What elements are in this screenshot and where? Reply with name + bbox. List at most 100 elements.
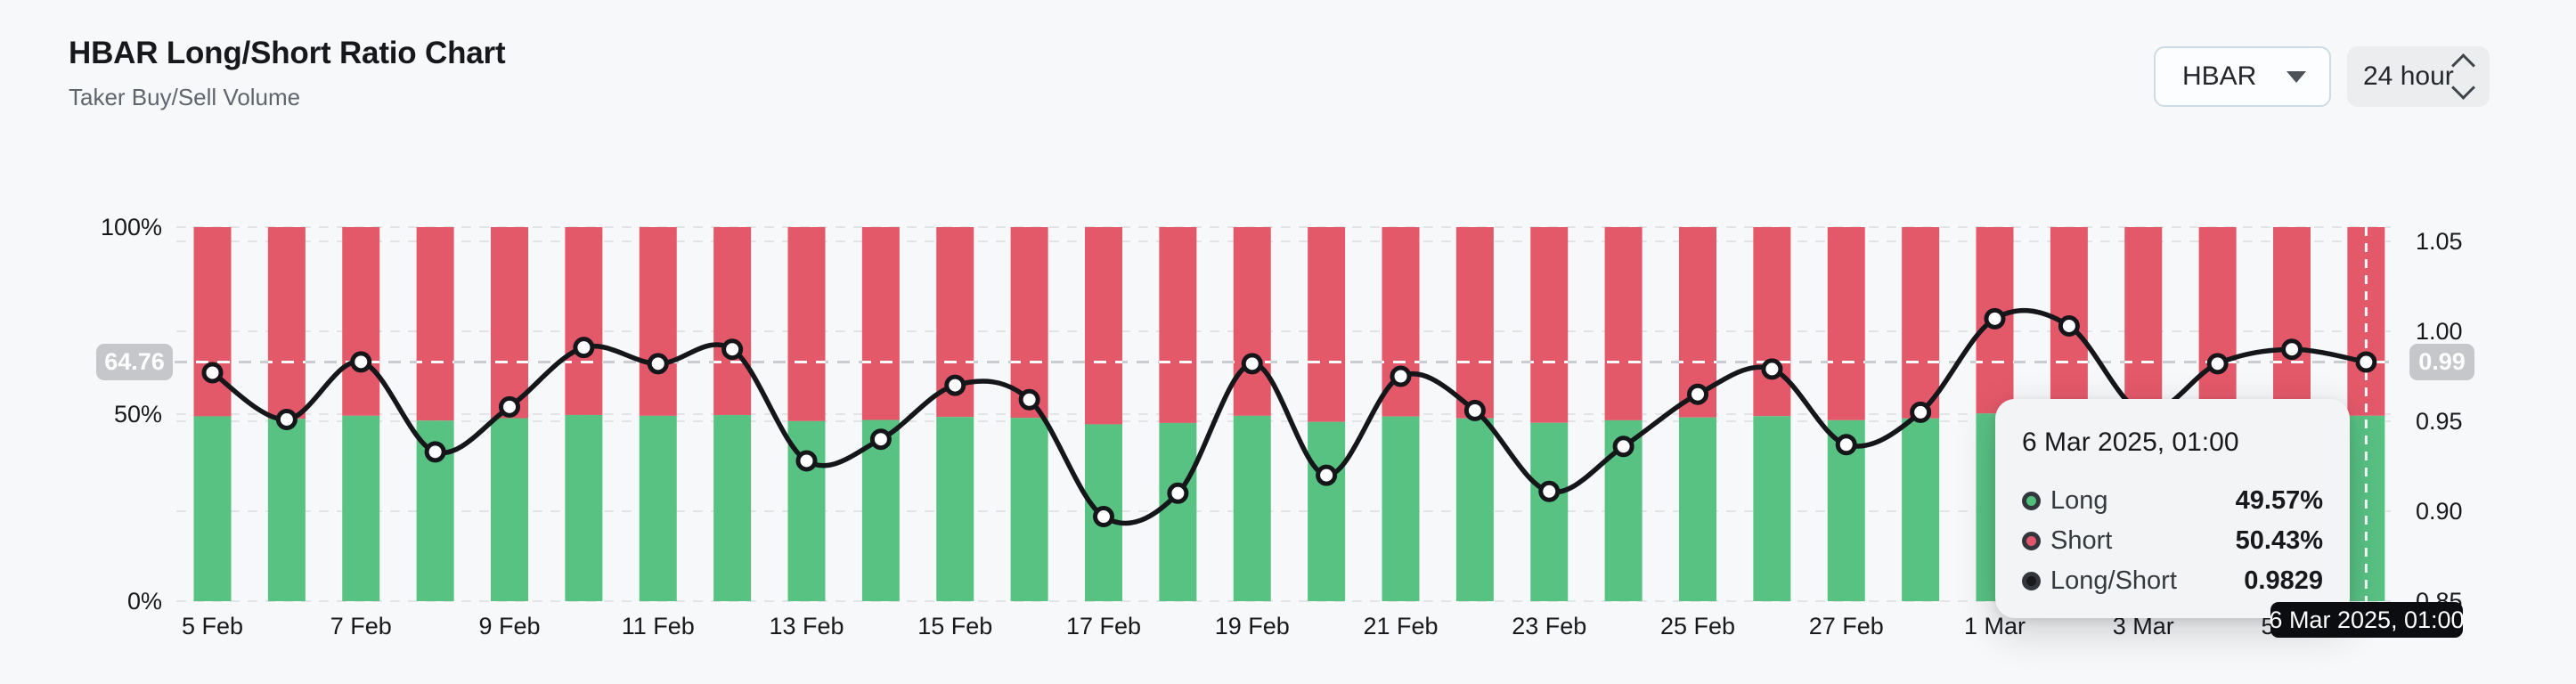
bar-short[interactable] [2273, 227, 2311, 416]
line-marker[interactable] [944, 374, 966, 396]
bar-short[interactable] [639, 227, 677, 416]
bar-long[interactable] [267, 419, 306, 601]
bar-long[interactable] [1455, 418, 1494, 601]
bar-long[interactable] [1530, 422, 1569, 601]
bar-short[interactable] [2347, 227, 2385, 416]
line-marker[interactable] [1835, 434, 1857, 456]
left-axis-label: 100% [101, 214, 162, 240]
x-axis-label: 17 Feb [1066, 613, 1141, 639]
bar-short[interactable] [861, 227, 900, 420]
x-axis-label: 13 Feb [769, 613, 844, 639]
bar-short[interactable] [713, 227, 752, 416]
x-axis-label: 15 Feb [917, 613, 992, 639]
bar-short[interactable] [787, 227, 826, 421]
bar-long[interactable] [639, 415, 677, 601]
left-axis-label: 0% [127, 588, 162, 615]
bar-long[interactable] [861, 419, 900, 601]
line-marker[interactable] [1390, 365, 1412, 387]
line-marker[interactable] [795, 450, 818, 472]
bar-short[interactable] [1233, 227, 1271, 416]
bar-long[interactable] [1679, 417, 1716, 601]
x-axis-label: 25 Feb [1660, 613, 1735, 639]
bar-long[interactable] [1902, 418, 1940, 601]
bar-long[interactable] [936, 417, 974, 601]
bar-long[interactable] [1010, 418, 1048, 601]
bar-short[interactable] [1159, 227, 1197, 423]
line-marker[interactable] [1018, 388, 1040, 411]
line-marker[interactable] [1538, 480, 1561, 502]
line-marker[interactable] [1984, 307, 2006, 330]
symbol-select[interactable]: HBAR [2154, 46, 2331, 107]
line-marker[interactable] [1241, 353, 1263, 375]
chart-tooltip: 6 Mar 2025, 01:00 Long 49.57% Short 50.4… [1995, 399, 2350, 618]
line-markers [201, 307, 2377, 528]
line-marker[interactable] [1316, 464, 1338, 486]
line-marker[interactable] [1612, 436, 1634, 458]
line-marker[interactable] [1093, 506, 1114, 528]
right-axis-label: 1.00 [2416, 318, 2463, 345]
current-value-left-badge: 64.76 [96, 344, 173, 380]
bar-short[interactable] [2124, 227, 2163, 419]
line-marker[interactable] [350, 351, 372, 373]
x-axis-label: 5 Feb [182, 613, 243, 639]
bar-short[interactable] [1827, 227, 1865, 420]
interval-select-value: 24 hour [2363, 61, 2454, 91]
bar-short[interactable] [1530, 227, 1569, 423]
line-marker[interactable] [1910, 401, 1932, 423]
bar-short[interactable] [565, 227, 603, 415]
chart-header: HBAR Long/Short Ratio Chart Taker Buy/Se… [69, 36, 506, 111]
x-axis-label: 19 Feb [1215, 613, 1290, 639]
line-marker[interactable] [1687, 383, 1708, 405]
line-marker[interactable] [2281, 338, 2303, 361]
bar-long[interactable] [1308, 421, 1346, 601]
bar-long[interactable] [1233, 415, 1271, 601]
bar-long[interactable] [491, 418, 528, 601]
bar-long[interactable] [1382, 416, 1420, 601]
line-marker[interactable] [869, 428, 892, 451]
bar-short[interactable] [1604, 227, 1643, 420]
bar-short[interactable] [491, 227, 528, 419]
right-axis-label: 0.95 [2416, 408, 2463, 435]
bar-short[interactable] [1085, 227, 1122, 425]
chart-controls: HBAR 24 hour [2154, 46, 2490, 107]
tooltip-date: 6 Mar 2025, 01:00 [2022, 428, 2239, 457]
line-marker[interactable] [1463, 399, 1486, 421]
bar-short[interactable] [1010, 227, 1048, 419]
short-dot-icon [2022, 532, 2041, 550]
gridlines [176, 226, 2391, 602]
line-marker[interactable] [201, 362, 224, 384]
line-marker[interactable] [2058, 314, 2080, 337]
bar-long[interactable] [1753, 416, 1791, 601]
x-axis-label: 23 Feb [1512, 613, 1586, 639]
bar-long[interactable] [193, 416, 232, 601]
line-marker[interactable] [1761, 358, 1783, 380]
bar-long[interactable] [342, 415, 380, 601]
line-marker[interactable] [275, 408, 298, 430]
bar-short[interactable] [267, 227, 306, 419]
interval-select[interactable]: 24 hour [2347, 46, 2490, 107]
bar-short[interactable] [342, 227, 380, 416]
bar-long[interactable] [1159, 422, 1197, 601]
line-marker[interactable] [2355, 351, 2377, 373]
line-marker[interactable] [424, 441, 446, 463]
bar-short[interactable] [1902, 227, 1940, 419]
bar-short[interactable] [2198, 227, 2237, 416]
bar-short[interactable] [193, 227, 232, 417]
bar-short[interactable] [1455, 227, 1494, 419]
line-marker[interactable] [573, 337, 595, 359]
line-marker[interactable] [647, 353, 669, 375]
bar-long[interactable] [713, 415, 752, 601]
line-marker[interactable] [721, 338, 744, 361]
axis-labels: 100%50%0%1.051.000.950.900.855 Feb 7 Feb 9… [101, 214, 2463, 639]
tooltip-row-ratio: Long/Short 0.9829 [2022, 561, 2323, 601]
line-marker[interactable] [499, 395, 520, 418]
crosshair-date-badge: 6 Mar 2025, 01:00 [2269, 602, 2465, 638]
line-marker[interactable] [1167, 482, 1189, 504]
line-marker[interactable] [2206, 353, 2229, 375]
bar-short[interactable] [1753, 227, 1791, 417]
bar-long[interactable] [565, 414, 603, 601]
x-axis-label: 11 Feb [622, 613, 695, 639]
bar-short[interactable] [1308, 227, 1346, 422]
tooltip-row-short: Short 50.43% [2022, 521, 2323, 561]
bar-short[interactable] [416, 227, 454, 421]
